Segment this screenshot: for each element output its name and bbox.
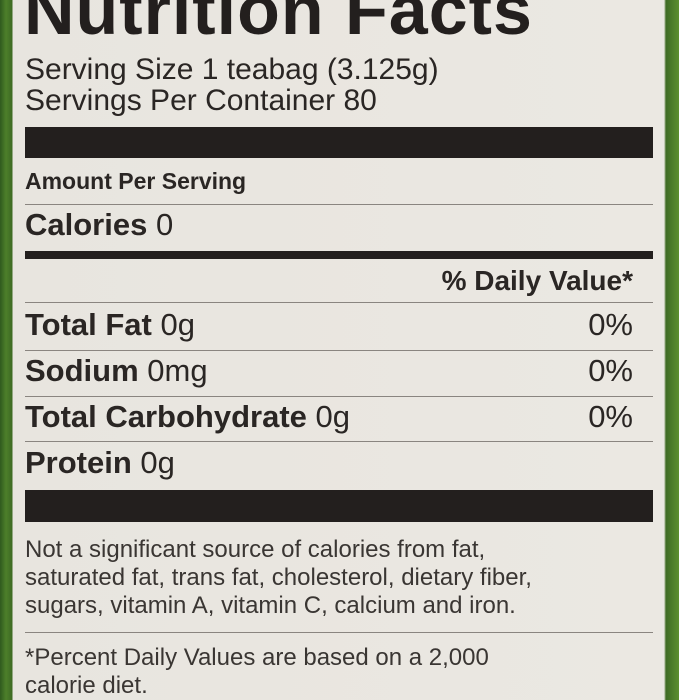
nutrient-label: Total Carbohydrate xyxy=(25,399,307,434)
nutrient-label: Sodium xyxy=(25,353,139,388)
servings-per-container: Servings Per Container 80 xyxy=(25,84,377,117)
divider xyxy=(25,441,653,442)
amount-per-serving: Amount Per Serving xyxy=(25,168,247,194)
daily-values-note: *Percent Daily Values are based on a 2,0… xyxy=(25,644,489,671)
footnote-line: saturated fat, trans fat, cholesterol, d… xyxy=(25,564,532,591)
divider xyxy=(25,396,653,397)
nutrient-row-protein: Protein 0g xyxy=(25,447,175,479)
nutrient-amount: 0g xyxy=(140,445,175,480)
divider xyxy=(25,632,653,633)
nutrient-row-sodium: Sodium 0mg xyxy=(25,355,208,387)
divider xyxy=(25,302,653,303)
label-title: Nutrition Facts xyxy=(24,0,533,49)
thick-divider xyxy=(25,490,653,522)
nutrient-dv: 0% xyxy=(588,307,633,342)
daily-values-note: calorie diet. xyxy=(25,672,148,699)
medium-divider xyxy=(25,251,653,259)
nutrient-dv: 0% xyxy=(588,399,633,434)
footnote-line: sugars, vitamin A, vitamin C, calcium an… xyxy=(25,592,516,619)
calories-value: 0 xyxy=(155,207,174,242)
thick-divider xyxy=(25,127,653,158)
divider xyxy=(25,204,653,205)
calories-row: Calories 0 xyxy=(25,209,173,241)
nutrient-row-total-fat: Total Fat 0g xyxy=(25,309,195,341)
nutrient-amount: 0g xyxy=(315,399,351,434)
nutrient-label: Protein xyxy=(25,445,132,480)
serving-size: Serving Size 1 teabag (3.125g) xyxy=(25,53,439,86)
footnote-line: Not a significant source of calories fro… xyxy=(25,536,486,563)
nutrient-amount: 0g xyxy=(160,307,195,342)
calories-label: Calories xyxy=(25,207,148,242)
nutrient-dv: 0% xyxy=(588,353,633,388)
nutrient-row-total-carbohydrate: Total Carbohydrate 0g xyxy=(25,401,350,433)
divider xyxy=(25,350,653,351)
daily-value-header: % Daily Value* xyxy=(441,265,633,296)
nutrient-label: Total Fat xyxy=(25,307,152,342)
nutrient-amount: 0mg xyxy=(147,353,208,388)
